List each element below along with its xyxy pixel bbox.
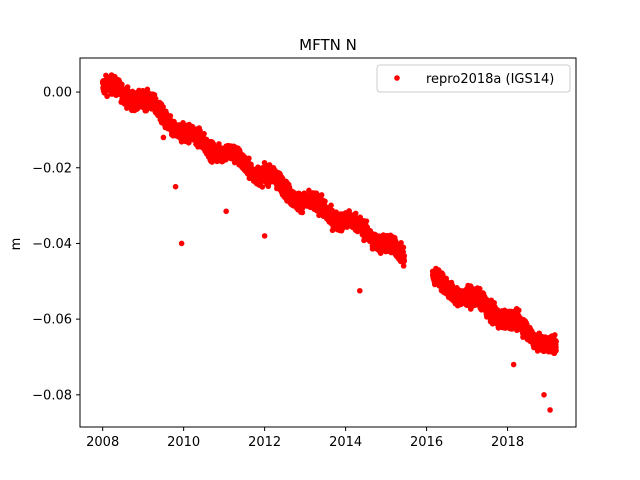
outlier-point	[261, 233, 268, 239]
data-point	[266, 162, 273, 168]
data-point	[553, 347, 559, 354]
data-point	[160, 104, 166, 110]
x-tick-label: 2018	[491, 435, 524, 450]
data-point	[259, 184, 266, 190]
outlier-point	[541, 392, 547, 398]
data-point	[246, 155, 252, 162]
data-point	[363, 218, 370, 224]
data-point	[152, 95, 159, 102]
axes-group: 2008 2010 2012 2014 2016 2018 0.00 −0.02 −0.04 −0…	[32, 86, 524, 450]
data-points-group	[99, 72, 559, 413]
data-point	[400, 244, 407, 251]
outlier-point	[547, 407, 553, 413]
data-point	[553, 338, 559, 345]
outlier-point	[356, 287, 363, 294]
outlier-point	[510, 361, 517, 368]
legend: repro2018a (IGS14)	[376, 64, 571, 93]
x-tick-label: 2014	[329, 435, 362, 450]
legend-box	[376, 64, 571, 93]
plot-area-frame	[79, 57, 577, 428]
data-point	[400, 263, 407, 269]
data-point	[144, 86, 151, 93]
chart-title: MFTN N	[299, 36, 357, 54]
data-point	[476, 285, 483, 292]
data-point	[552, 332, 558, 338]
data-point	[352, 210, 359, 217]
outlier-point	[172, 183, 179, 190]
data-point	[104, 93, 110, 100]
data-point	[201, 131, 207, 137]
x-tick-label: 2012	[248, 435, 281, 450]
outlier-point	[178, 240, 185, 247]
data-point	[515, 307, 522, 314]
data-point	[398, 240, 404, 246]
legend-marker	[394, 75, 400, 81]
x-tick-label: 2010	[167, 435, 200, 450]
data-point	[299, 209, 306, 216]
y-tick-label: −0.04	[32, 237, 72, 252]
data-point	[119, 81, 125, 88]
data-point	[318, 192, 325, 198]
data-point	[401, 258, 407, 264]
y-axis-label: m	[9, 238, 24, 251]
data-point	[322, 198, 328, 205]
data-point	[328, 202, 334, 209]
outlier-point	[160, 134, 167, 141]
x-tick-label: 2016	[410, 435, 443, 450]
data-point	[197, 127, 203, 134]
x-tick-label: 2008	[86, 435, 119, 450]
data-point	[401, 253, 408, 259]
y-tick-label: −0.08	[32, 388, 72, 403]
y-tick-label: 0.00	[43, 86, 72, 101]
y-tick-label: −0.02	[32, 161, 72, 176]
legend-label: repro2018a (IGS14)	[426, 72, 554, 87]
y-tick-label: −0.06	[32, 313, 72, 328]
outlier-point	[223, 208, 229, 215]
data-point	[167, 113, 174, 119]
